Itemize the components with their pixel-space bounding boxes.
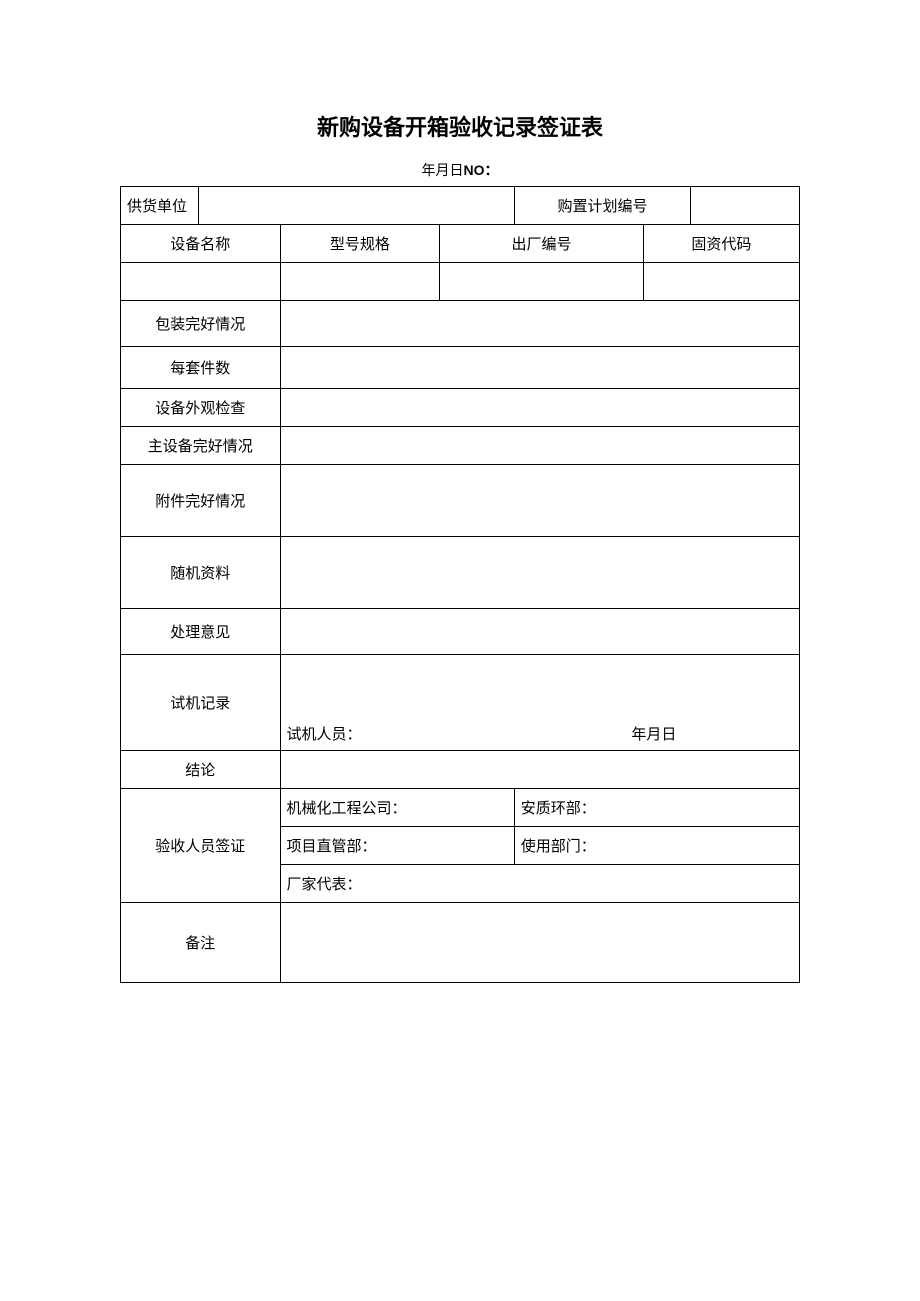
table-row: 结论 bbox=[121, 751, 800, 789]
table-row: 设备外观检查 bbox=[121, 389, 800, 427]
documents-value bbox=[280, 537, 799, 609]
data-factoryno bbox=[440, 263, 644, 301]
acceptance-table: 供货单位 购置计划编号 设备名称 型号规格 出厂编号 固资代码 包装完好情况 每… bbox=[120, 186, 800, 983]
signoff-label: 验收人员签证 bbox=[121, 789, 281, 903]
accessory-label: 附件完好情况 bbox=[121, 465, 281, 537]
plan-no-value bbox=[691, 187, 800, 225]
data-name bbox=[121, 263, 281, 301]
table-row: 随机资料 bbox=[121, 537, 800, 609]
accessory-value bbox=[280, 465, 799, 537]
page-title: 新购设备开箱验收记录签证表 bbox=[120, 110, 800, 142]
remark-label: 备注 bbox=[121, 903, 281, 983]
data-model bbox=[280, 263, 440, 301]
pieces-label: 每套件数 bbox=[121, 347, 281, 389]
data-assetcode bbox=[643, 263, 799, 301]
trial-date-label: 年月日 bbox=[509, 723, 799, 744]
table-row bbox=[121, 263, 800, 301]
trial-label: 试机记录 bbox=[121, 655, 281, 751]
mainequip-label: 主设备完好情况 bbox=[121, 427, 281, 465]
supplier-value bbox=[199, 187, 515, 225]
header-model: 型号规格 bbox=[280, 225, 440, 263]
table-row: 附件完好情况 bbox=[121, 465, 800, 537]
subtitle: 年月日NO： bbox=[120, 160, 800, 180]
header-name: 设备名称 bbox=[121, 225, 281, 263]
signoff-vendor: 厂家代表： bbox=[280, 865, 799, 903]
remark-value bbox=[280, 903, 799, 983]
conclusion-label: 结论 bbox=[121, 751, 281, 789]
table-row: 主设备完好情况 bbox=[121, 427, 800, 465]
appearance-label: 设备外观检查 bbox=[121, 389, 281, 427]
table-row: 备注 bbox=[121, 903, 800, 983]
table-row: 供货单位 购置计划编号 bbox=[121, 187, 800, 225]
plan-no-label: 购置计划编号 bbox=[514, 187, 691, 225]
trial-person-label: 试机人员： bbox=[281, 723, 509, 744]
opinion-label: 处理意见 bbox=[121, 609, 281, 655]
supplier-label: 供货单位 bbox=[121, 187, 199, 225]
conclusion-value bbox=[280, 751, 799, 789]
table-row: 包装完好情况 bbox=[121, 301, 800, 347]
documents-label: 随机资料 bbox=[121, 537, 281, 609]
signoff-safety: 安质环部： bbox=[514, 789, 799, 827]
pieces-value bbox=[280, 347, 799, 389]
trial-value: 试机人员： 年月日 bbox=[280, 655, 799, 751]
mainequip-value bbox=[280, 427, 799, 465]
subtitle-date: 年月日 bbox=[422, 164, 464, 179]
subtitle-no: NO： bbox=[464, 162, 499, 178]
signoff-usedept: 使用部门： bbox=[514, 827, 799, 865]
table-row: 设备名称 型号规格 出厂编号 固资代码 bbox=[121, 225, 800, 263]
table-row: 验收人员签证 机械化工程公司： 安质环部： bbox=[121, 789, 800, 827]
packaging-value bbox=[280, 301, 799, 347]
packaging-label: 包装完好情况 bbox=[121, 301, 281, 347]
signoff-project: 项目直管部： bbox=[280, 827, 514, 865]
opinion-value bbox=[280, 609, 799, 655]
signoff-mech: 机械化工程公司： bbox=[280, 789, 514, 827]
header-factoryno: 出厂编号 bbox=[440, 225, 644, 263]
header-assetcode: 固资代码 bbox=[643, 225, 799, 263]
table-row: 每套件数 bbox=[121, 347, 800, 389]
table-row: 处理意见 bbox=[121, 609, 800, 655]
table-row: 试机记录 试机人员： 年月日 bbox=[121, 655, 800, 751]
appearance-value bbox=[280, 389, 799, 427]
